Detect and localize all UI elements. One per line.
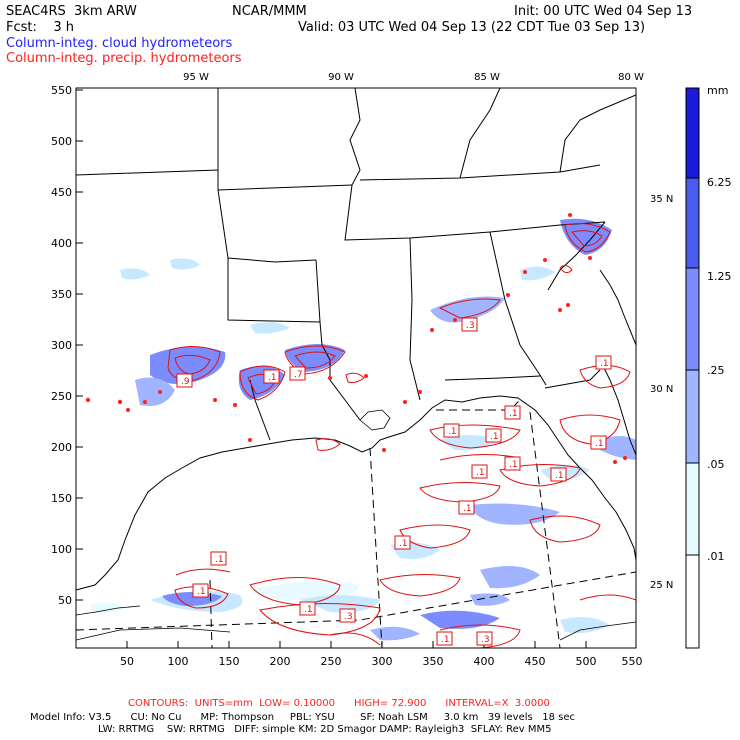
y-tick-label: 200: [51, 441, 72, 454]
init-time: Init: 00 UTC Wed 04 Sep 13: [514, 4, 693, 19]
org-label: NCAR/MMM: [232, 4, 307, 19]
contour-label: .1: [509, 409, 518, 419]
y-tick-label: 100: [51, 543, 72, 556]
precip-dots: [85, 213, 627, 464]
x-tick-label: 50: [120, 655, 134, 668]
y-tick-label: 250: [51, 390, 72, 403]
domain-boundaries: [76, 399, 636, 648]
x-tick-label: 500: [576, 655, 597, 668]
field-precip-label: Column-integ. precip. hydrometeors: [6, 51, 242, 66]
field-cloud-label: Column-integ. cloud hydrometeors: [6, 36, 233, 51]
lat-label: 35 N: [650, 194, 673, 205]
lat-label: 30 N: [650, 384, 673, 395]
contour-label: .1: [463, 504, 472, 514]
y-tick-label: 300: [51, 339, 72, 352]
contour-label: .1: [555, 471, 564, 481]
x-tick-label: 400: [474, 655, 495, 668]
contour-label: .1: [476, 468, 485, 478]
contour-label: .1: [490, 432, 499, 442]
contour-label: .3: [481, 635, 490, 645]
x-tick-label: 250: [321, 655, 342, 668]
contour-label: .1: [448, 427, 457, 437]
contour-info: CONTOURS: UNITS=mm LOW= 0.10000 HIGH= 72…: [128, 698, 550, 709]
contour-label: .9: [181, 377, 190, 387]
y-tick-label: 50: [58, 594, 72, 607]
contour-label: .1: [600, 359, 609, 369]
lat-label: 25 N: [650, 580, 673, 591]
contour-label: .1: [441, 635, 450, 645]
colorbar-label: .05: [707, 458, 725, 471]
model-title: SEAC4RS 3km ARW: [6, 4, 137, 19]
colorbar-label: 1.25: [707, 270, 732, 283]
y-tick-label: 400: [51, 237, 72, 250]
lon-label: 90 W: [328, 72, 354, 83]
x-tick-label: 350: [423, 655, 444, 668]
lon-label: 95 W: [183, 72, 209, 83]
y-tick-label: 550: [51, 84, 72, 97]
contour-label: .3: [466, 321, 475, 331]
model-info-line1: Model Info: V3.5 CU: No Cu MP: Thompson …: [30, 712, 576, 723]
precip-contours: [167, 223, 636, 648]
contour-label: .1: [399, 539, 408, 549]
colorbar-label: 6.25: [707, 176, 732, 189]
contour-label: .1: [268, 373, 277, 383]
lon-label: 80 W: [618, 72, 644, 83]
contour-label: .1: [197, 587, 206, 597]
forecast-hour: Fcst: 3 h: [6, 20, 75, 35]
contour-label: .1: [215, 555, 224, 565]
colorbar-label: .25: [707, 364, 725, 377]
x-tick-label: 100: [168, 655, 189, 668]
contour-label: .1: [509, 460, 518, 470]
colorbar-label: .01: [707, 550, 725, 563]
gulf-coastline: [76, 395, 636, 591]
lon-label: 85 W: [474, 72, 500, 83]
valid-time: Valid: 03 UTC Wed 04 Sep 13 (22 CDT Tue …: [298, 20, 646, 35]
y-tick-label: 150: [51, 492, 72, 505]
model-info-line2: LW: RRTMG SW: RRTMG DIFF: simple KM: 2D …: [98, 724, 552, 735]
contour-label: .7: [294, 370, 303, 380]
y-tick-label: 450: [51, 186, 72, 199]
x-tick-label: 200: [270, 655, 291, 668]
x-tick-label: 150: [219, 655, 240, 668]
colorbar-units: mm: [707, 84, 728, 97]
x-tick-label: 450: [525, 655, 546, 668]
y-tick-label: 500: [51, 135, 72, 148]
colorbar: [685, 87, 700, 649]
y-tick-label: 350: [51, 288, 72, 301]
contour-labels: .9 .3 .7 .3 .1 .1 .1 .1 .1 .1 .1 .1 .1 .…: [176, 317, 612, 646]
contour-label: .1: [304, 605, 313, 615]
x-tick-label: 550: [622, 655, 643, 668]
contour-label: .1: [595, 439, 604, 449]
contour-label: .3: [344, 612, 353, 622]
x-tick-label: 300: [372, 655, 393, 668]
